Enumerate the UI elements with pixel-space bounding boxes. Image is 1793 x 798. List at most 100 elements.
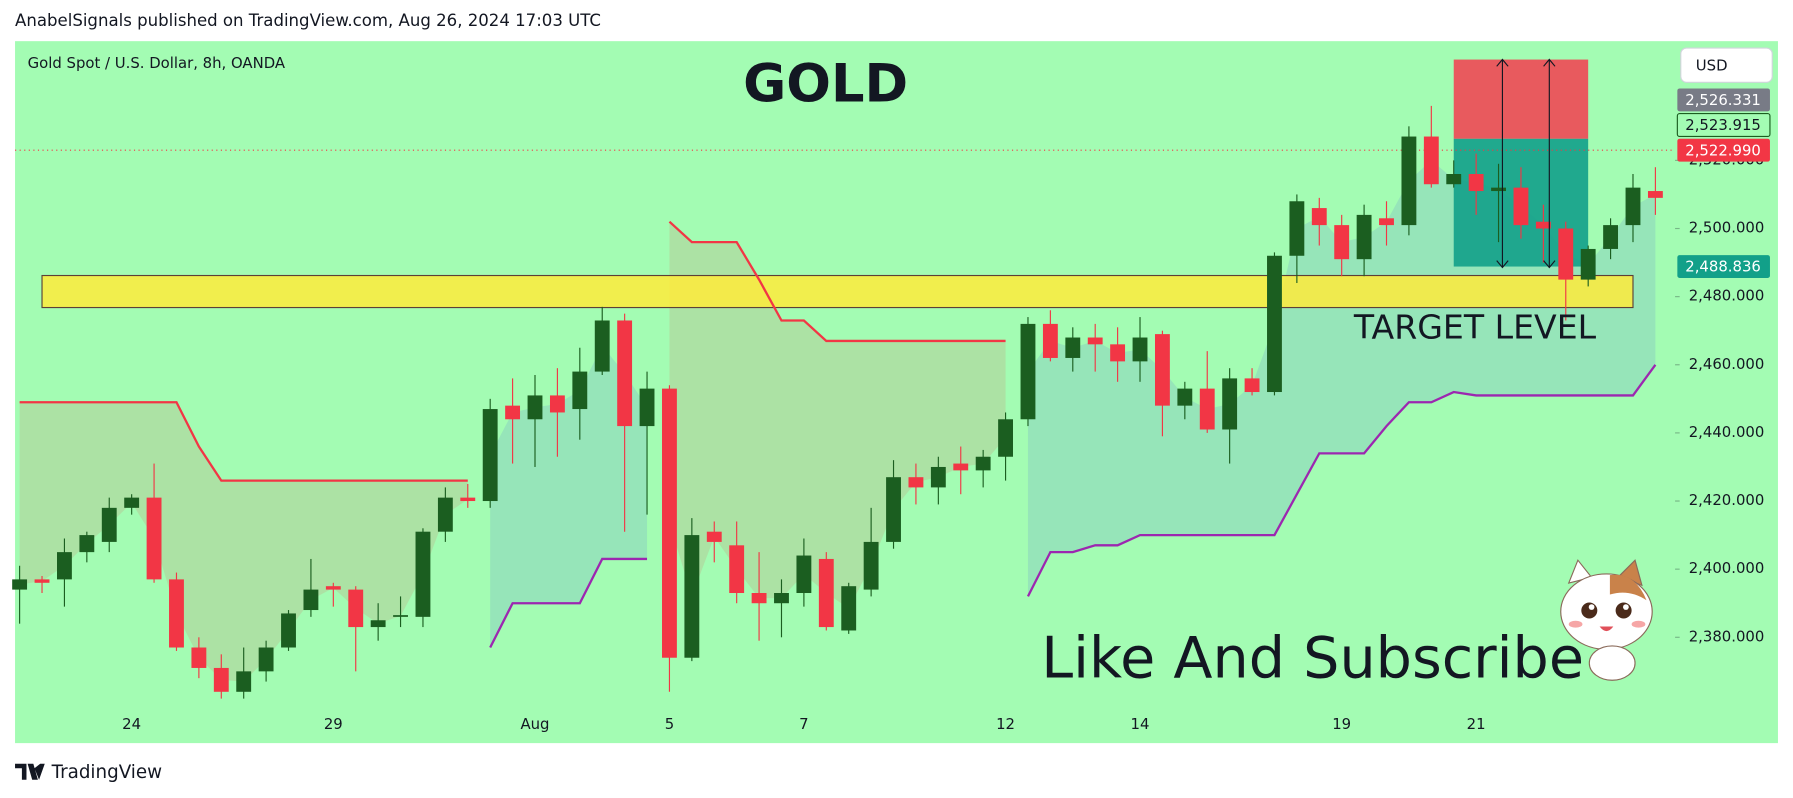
candle-body <box>1110 344 1126 362</box>
candle-body <box>908 477 924 488</box>
x-tick-label: 12 <box>996 715 1015 733</box>
candle-body <box>101 507 117 542</box>
candle-body <box>1491 187 1506 192</box>
candle-body <box>169 579 184 648</box>
zone-layer <box>15 59 1676 309</box>
indicator-line <box>489 364 1657 649</box>
trend-fill <box>669 221 1006 609</box>
candle-body <box>1513 187 1529 226</box>
candle-body <box>1468 174 1484 192</box>
candle-body <box>617 320 633 427</box>
price-label: 2,488.836 <box>1685 258 1761 276</box>
x-tick-label: 14 <box>1131 715 1150 733</box>
arrow-heads <box>1496 58 1556 269</box>
candle-body <box>460 497 476 502</box>
x-tick-label: 29 <box>324 715 343 733</box>
candle-body <box>348 589 364 628</box>
x-tick-label: 24 <box>122 715 141 733</box>
caption: Like And Subscribe <box>1041 626 1584 692</box>
logo <box>15 763 45 780</box>
y-tick-label: 2,380.000 <box>1689 627 1765 645</box>
candle-body <box>1558 228 1574 280</box>
candle-layer <box>12 105 1663 699</box>
candle-body <box>1177 388 1193 406</box>
candle-body <box>1020 323 1036 420</box>
price-label: 2,523.915 <box>1685 116 1761 134</box>
y-tick-label: 2,460.000 <box>1689 355 1765 373</box>
candle-body <box>549 395 565 413</box>
candle-body <box>1132 337 1148 362</box>
trend-fill <box>490 346 648 648</box>
candle-body <box>1647 191 1663 198</box>
candle-body <box>572 371 588 410</box>
candle-body <box>12 579 28 590</box>
candle-body <box>258 647 274 672</box>
candle-body <box>146 497 162 580</box>
candle-body <box>1401 136 1417 226</box>
candle-body <box>1087 337 1103 345</box>
overlay-layer <box>19 58 1657 649</box>
y-tick-label: 2,440.000 <box>1689 423 1765 441</box>
candle-body <box>370 620 386 628</box>
candle-body <box>774 593 789 604</box>
candle-body <box>527 395 543 420</box>
candle-body <box>1625 187 1641 226</box>
candle-body <box>124 497 140 508</box>
candle-body <box>1042 323 1058 358</box>
candle-body <box>684 535 700 658</box>
candle-body <box>1222 378 1238 430</box>
x-tick-label: 21 <box>1467 715 1486 733</box>
candle-body <box>1065 337 1081 358</box>
x-tick-label: 19 <box>1332 715 1351 733</box>
header: AnabelSignals published on TradingView.c… <box>15 11 601 30</box>
candle-body <box>1423 136 1439 185</box>
x-tick-label: Aug <box>520 715 549 733</box>
candle-body <box>998 419 1013 457</box>
candle-body <box>1311 208 1327 226</box>
price-label-box <box>1677 255 1770 278</box>
candle-body <box>1154 334 1170 406</box>
candle-body <box>863 541 879 590</box>
cat-sticker <box>1560 559 1653 681</box>
candle-body <box>1535 221 1551 229</box>
trend-fill <box>1027 160 1656 597</box>
candle-body <box>34 579 50 583</box>
candle-body <box>393 615 408 617</box>
zone-label: TARGET LEVEL <box>1353 308 1597 347</box>
footer-brand: TradingView <box>51 762 163 783</box>
indicator-line <box>19 220 1006 482</box>
currency-box[interactable] <box>1680 47 1773 83</box>
price-label-box <box>1677 138 1770 162</box>
candle-body <box>818 558 834 628</box>
candle-body <box>1379 218 1394 226</box>
candle-body <box>303 589 319 611</box>
fill-layer <box>19 160 1656 682</box>
candle-body <box>1356 214 1372 260</box>
target-zone <box>41 274 1634 309</box>
candle-body <box>1267 255 1282 393</box>
candle-body <box>796 555 812 594</box>
candle-body <box>437 497 453 532</box>
candle-body <box>1289 201 1305 256</box>
price-label: 2,526.331 <box>1685 91 1761 109</box>
candle-body <box>1244 378 1260 393</box>
candle-body <box>56 552 72 580</box>
candle-body <box>236 671 252 692</box>
currency[interactable]: USD <box>1696 56 1728 74</box>
candle-body <box>706 531 722 542</box>
price-label-box <box>1676 113 1771 138</box>
y-tick-label: 2,400.000 <box>1689 559 1765 577</box>
candle-body <box>886 477 901 542</box>
price-label: 2,522.990 <box>1685 141 1761 159</box>
title: GOLD <box>743 54 908 115</box>
candle-body <box>1446 174 1462 185</box>
candle-body <box>953 463 969 471</box>
trend-fill <box>19 402 468 682</box>
y-tick-label: 2,480.000 <box>1689 287 1765 305</box>
candle-body <box>1199 388 1215 430</box>
candle-body <box>505 405 521 420</box>
candle-body <box>662 388 677 658</box>
x-tick-label: 5 <box>665 715 674 733</box>
